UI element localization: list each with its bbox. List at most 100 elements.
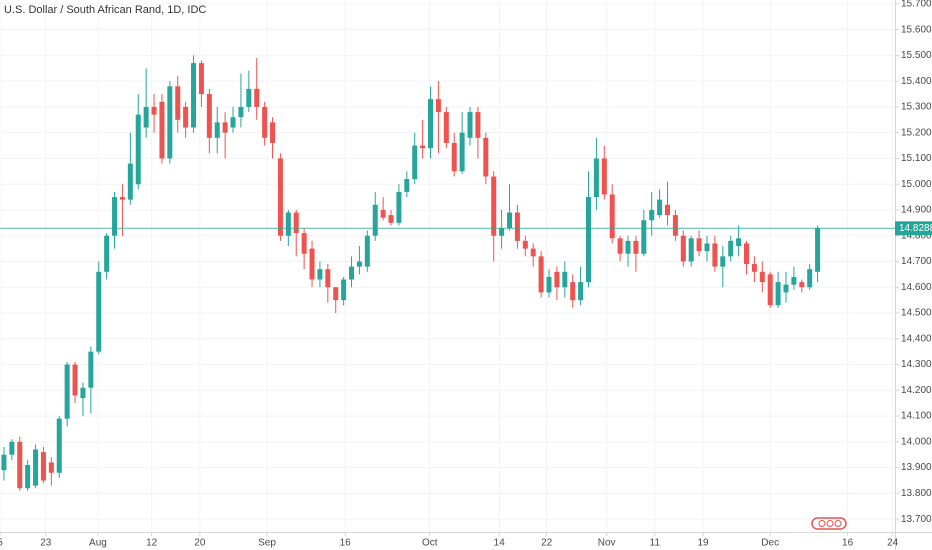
candle-body [143,106,149,128]
candle-body [88,351,94,388]
y-tick-label: 14.20000 [901,385,932,396]
candle-body [135,114,141,185]
candle-body [759,271,765,283]
candle-body [649,209,655,221]
y-tick-label: 15.60000 [901,24,932,35]
y-tick-label: 15.20000 [901,127,932,138]
candle-body [349,266,355,280]
candle-body [609,194,615,239]
candle-body [736,238,742,247]
candle-body [293,212,299,234]
candle-body [159,101,165,159]
chart-title: U.S. Dollar / South African Rand, 1D, ID… [4,4,206,16]
candle-body [72,364,78,396]
candle-body [491,176,497,236]
candle-body [333,287,339,301]
candle-body [25,465,31,489]
x-tick-label: 11 [650,538,661,549]
candle-body [593,158,599,198]
candle-body [601,158,607,195]
candle-body [704,243,710,252]
candle-body [641,220,647,254]
candle-body [48,462,54,473]
candle-body [40,452,46,481]
candle-body [720,256,726,267]
candle-body [270,122,276,143]
candle-body [483,137,489,177]
candle-body [514,212,520,241]
x-tick-label: 19 [697,538,709,549]
candle-body [388,215,394,223]
candle-body [625,240,631,254]
y-tick-label: 15.70000 [901,0,932,10]
candle-body [127,163,133,200]
candle-body [554,271,560,288]
candle-body [672,215,678,236]
candle-body [435,99,441,113]
y-tick-label: 14.10000 [901,411,932,422]
x-tick-label: 16 [340,538,352,549]
candle-body [688,238,694,262]
candle-body [9,441,15,455]
candle-body [412,145,418,180]
candle-body [420,145,426,149]
candle-body [807,269,813,288]
candle-body [356,261,362,267]
y-tick-label: 15.00000 [901,179,932,190]
y-tick-label: 14.70000 [901,256,932,267]
candle-body [56,418,62,473]
candle-body [191,63,197,128]
y-tick-label: 15.10000 [901,153,932,164]
candle-body [80,387,86,399]
candle-body [586,197,592,283]
candle-body [712,243,718,267]
candle-body [396,191,402,223]
candles [0,55,895,491]
candle-body [507,212,513,228]
candle-body [222,122,228,133]
x-tick-label: 24 [887,538,899,549]
candle-body [617,238,623,254]
candle-body [530,248,536,257]
last-price-label: 14.82880 [899,223,932,234]
candle-body [578,282,584,301]
candle-body [767,274,773,306]
candle-body [151,106,157,115]
candle-body [285,212,291,236]
candle-body [696,238,702,252]
candle-body [499,228,505,236]
candle-body [815,228,821,272]
candle-body [364,235,370,267]
y-tick-label: 14.80000 [901,230,932,241]
candle-body [198,63,204,95]
candle-body [680,235,686,262]
candle-body [791,276,797,285]
candle-body [183,106,189,128]
x-tick-label: 5 [0,538,3,549]
candle-body [238,106,244,118]
candle-body [467,112,473,138]
candle-body [459,132,465,172]
candle-body [372,204,378,236]
x-tick-label: Dec [761,538,779,549]
candle-body [657,199,663,216]
candle-body [246,88,252,107]
candle-body [743,243,749,265]
x-tick-label: 20 [194,538,206,549]
candle-body [17,441,23,489]
y-tick-label: 14.60000 [901,282,932,293]
y-tick-label: 14.90000 [901,205,932,216]
y-tick-label: 13.90000 [901,462,932,473]
candle-body [538,256,544,293]
y-tick-label: 13.70000 [901,514,932,525]
candle-body [783,284,789,293]
y-tick-label: 14.30000 [901,359,932,370]
candle-body [112,197,118,236]
candle-body [799,282,805,288]
candle-body [1,454,7,471]
candle-body [728,240,734,257]
